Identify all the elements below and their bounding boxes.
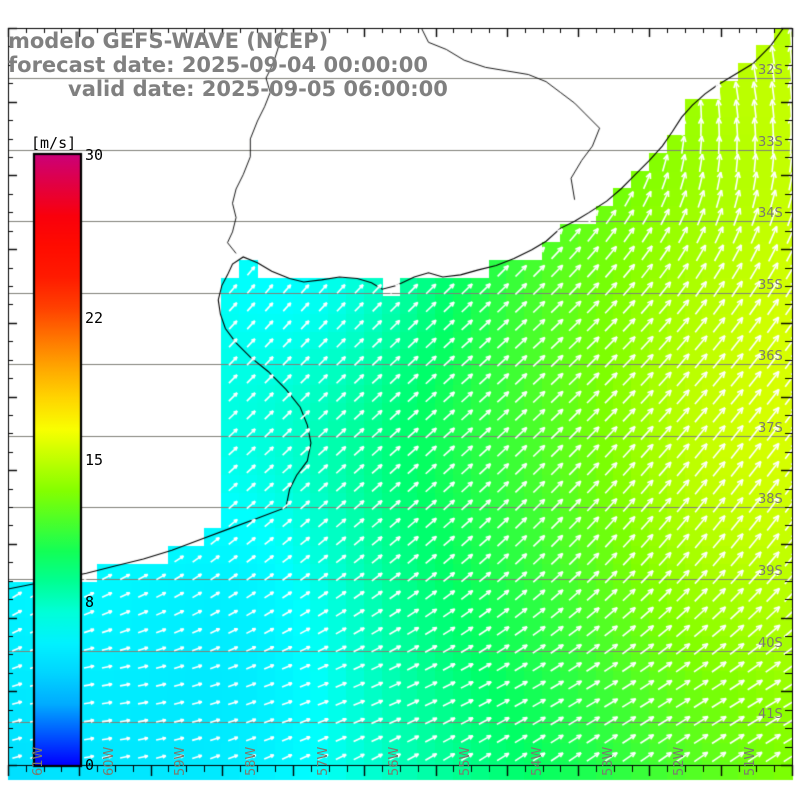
lat-label-35S: 35S xyxy=(758,277,783,293)
lat-label-39S: 39S xyxy=(758,563,783,579)
colorbar-tick-22: 22 xyxy=(85,308,104,327)
lat-label-33S: 33S xyxy=(758,134,783,150)
lat-label-38S: 38S xyxy=(758,492,783,508)
lat-label-41S: 41S xyxy=(758,707,783,723)
lon-label-54W: 54W xyxy=(529,746,545,776)
lon-label-51W: 51W xyxy=(743,746,759,776)
colorbar-tick-8: 8 xyxy=(85,593,95,612)
lon-label-58W: 58W xyxy=(244,746,260,776)
model-title: modelo GEFS-WAVE (NCEP) xyxy=(8,29,329,53)
lat-label-36S: 36S xyxy=(758,349,783,365)
lon-label-60W: 60W xyxy=(101,746,117,776)
lat-label-37S: 37S xyxy=(758,420,783,436)
lon-label-57W: 57W xyxy=(315,746,331,776)
lat-label-32S: 32S xyxy=(758,63,783,79)
lon-label-55W: 55W xyxy=(458,746,474,776)
forecast-date-label: forecast date: 2025-09-04 00:00:00 xyxy=(8,53,428,77)
colorbar-unit-label: [m/s] xyxy=(31,134,77,152)
colorbar-tick-15: 15 xyxy=(85,451,104,469)
lon-label-53W: 53W xyxy=(600,746,616,776)
lon-label-52W: 52W xyxy=(672,746,688,776)
lat-label-34S: 34S xyxy=(758,206,783,222)
lon-label-56W: 56W xyxy=(387,746,402,776)
lon-label-59W: 59W xyxy=(173,746,189,776)
colorbar-tick-0: 0 xyxy=(85,756,95,774)
valid-date-label: valid date: 2025-09-05 06:00:00 xyxy=(68,77,448,101)
lat-label-40S: 40S xyxy=(758,635,783,651)
colorbar-tick-30: 30 xyxy=(85,146,104,164)
lon-label-61W: 61W xyxy=(30,746,46,776)
